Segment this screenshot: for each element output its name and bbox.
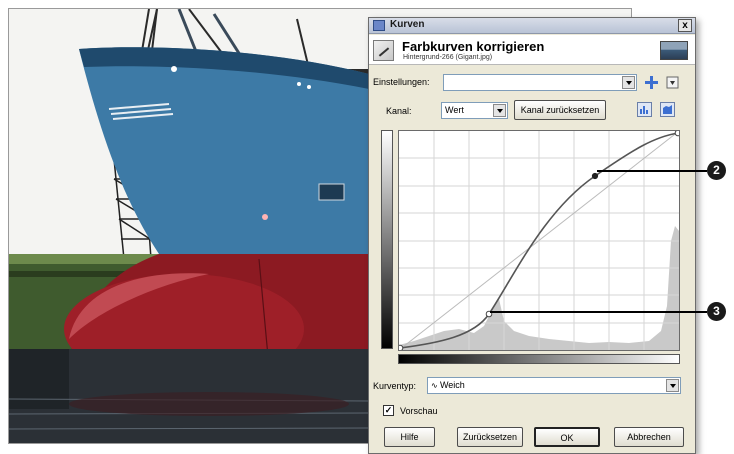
close-button[interactable]: x [678,19,692,32]
header-title: Farbkurven korrigieren [402,39,545,54]
smooth-curve-icon: ∿ [431,381,440,390]
curve-graph-canvas[interactable] [396,129,682,352]
ok-button[interactable]: OK [534,427,600,447]
channel-label: Kanal: [386,106,412,116]
callout-line-lower [490,311,707,313]
chevron-down-icon[interactable] [622,76,635,89]
image-thumbnail [660,41,688,60]
help-button[interactable]: Hilfe [384,427,435,447]
preview-label[interactable]: Vorschau [400,406,438,416]
curves-dialog: Kurven x Farbkurven korrigieren Hintergr… [368,17,696,454]
reset-channel-button[interactable]: Kanal zurücksetzen [514,100,606,120]
chevron-down-icon[interactable] [666,379,679,392]
ship-photo-graphic [9,9,631,443]
channel-value: Wert [445,105,464,115]
vertical-gradient-bar [381,130,393,349]
app-icon [373,20,385,31]
add-preset-icon[interactable] [644,75,659,90]
curve-type-value: Weich [439,380,465,390]
cancel-button[interactable]: Abbrechen [614,427,684,447]
dialog-titlebar[interactable]: Kurven x [369,18,695,34]
tone-curve[interactable] [399,132,679,349]
reset-button[interactable]: Zurücksetzen [457,427,523,447]
presets-combo[interactable] [443,74,637,91]
curve-type-combo[interactable]: ∿ Weich [427,377,681,394]
callout-line-upper [597,170,707,172]
dialog-header: Farbkurven korrigieren Hintergrund-266 (… [369,35,695,65]
curve-graph[interactable] [396,129,682,352]
curve-type-label: Kurventyp: [373,381,417,391]
log-histogram-icon[interactable] [660,102,675,117]
preview-checkbox[interactable]: ✓ [383,405,394,416]
curve-point-black[interactable] [396,344,404,352]
header-subtitle: Hintergrund-266 (Gigant.jpg) [403,54,493,61]
curve-point-white[interactable] [674,129,682,137]
dialog-title: Kurven [390,19,425,30]
channel-combo[interactable]: Wert [441,102,508,119]
presets-label: Einstellungen: [373,77,430,87]
linear-histogram-icon[interactable] [637,102,652,117]
chevron-down-icon[interactable] [493,104,506,117]
preset-menu-icon[interactable] [665,75,680,90]
identity-line [398,130,680,351]
callout-lower: 3 [707,302,726,321]
horizontal-gradient-bar [398,354,680,364]
curves-tool-icon [373,40,394,61]
histogram [399,226,679,350]
callout-upper: 2 [707,161,726,180]
curve-point-highlights[interactable] [591,172,599,180]
